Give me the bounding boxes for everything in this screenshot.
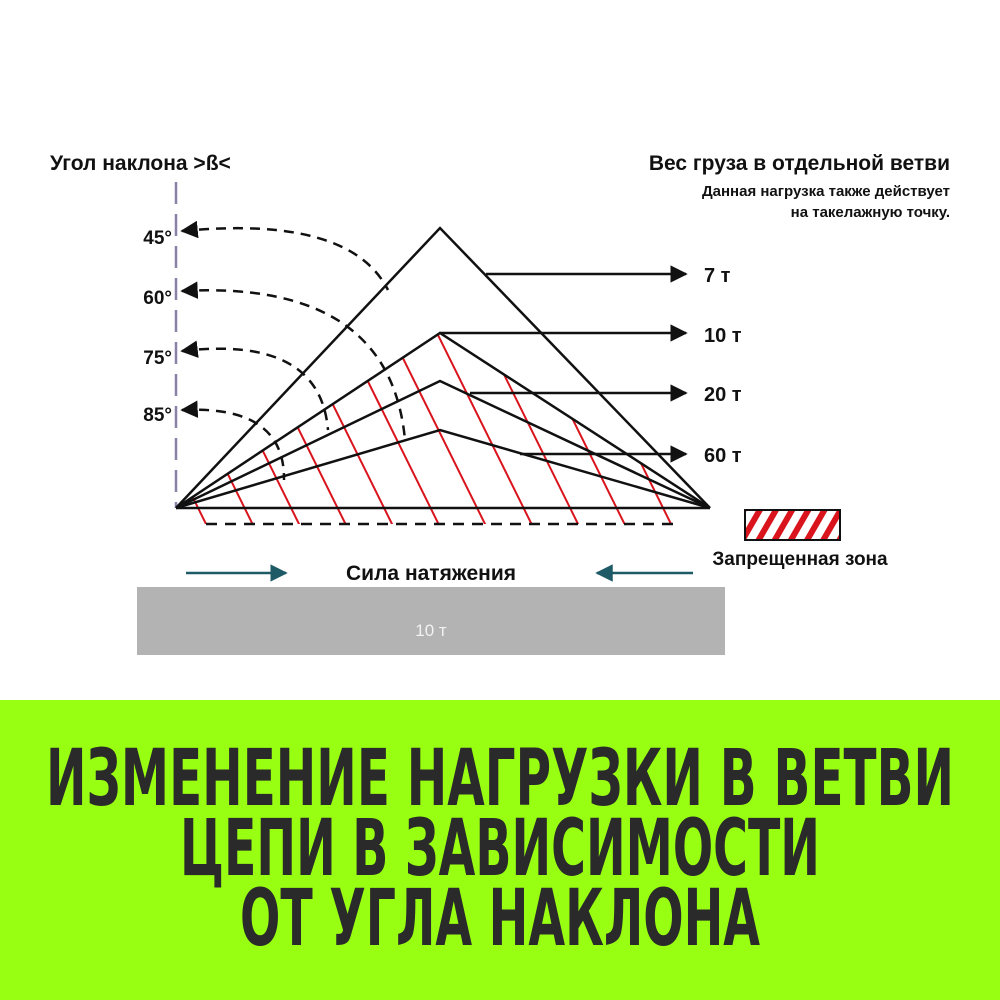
hatch-line [574, 333, 673, 524]
angle-label-75: 75° [143, 348, 172, 369]
load-note-line1: Данная нагрузка также действует [702, 183, 950, 200]
angle-arc-75 [180, 340, 330, 431]
sling-10t [175, 331, 711, 510]
load-box-label: 10 т [415, 621, 447, 640]
sling-60t [175, 428, 711, 510]
load-label-20t: 20 т [704, 384, 742, 406]
tension-label: Сила натяжения [346, 562, 516, 585]
hatch-line [434, 333, 534, 524]
banner-line3: ОТ УГЛА НАКЛОНА [240, 874, 760, 964]
load-title: Вес груза в отдельной ветви [649, 152, 950, 175]
title-banner [0, 700, 1000, 1000]
hatch-line [481, 333, 580, 524]
legend-label-forbidden: Запрещенная зона [712, 549, 888, 570]
banner-line1: ИЗМЕНЕНИЕ НАГРУЗКИ В ВЕТВИ [46, 734, 954, 824]
banner-line2: ЦЕПИ В ЗАВИСИМОСТИ [180, 804, 820, 894]
angle-arc-60 [180, 281, 407, 441]
load-box [137, 587, 725, 655]
sling-7t [175, 226, 711, 509]
load-label-7t: 7 т [704, 265, 731, 287]
angle-arc-45 [180, 220, 390, 291]
load-label-60t: 60 т [704, 445, 742, 467]
hatch-line [667, 333, 710, 524]
angle-label-60: 60° [143, 288, 172, 309]
load-label-10t: 10 т [704, 325, 742, 347]
angle-label-45: 45° [143, 228, 172, 249]
hatch-line [388, 333, 487, 524]
angle-arc-85 [180, 400, 286, 481]
angle-axis-title: Угол наклона >ß< [50, 152, 231, 175]
legend-swatch-forbidden [744, 509, 841, 541]
hatch-line [341, 333, 441, 524]
angle-label-85: 85° [143, 405, 172, 426]
hatch-line [527, 333, 627, 524]
sling-20t [175, 379, 711, 510]
load-note-line2: на такелажную точку. [791, 204, 950, 221]
